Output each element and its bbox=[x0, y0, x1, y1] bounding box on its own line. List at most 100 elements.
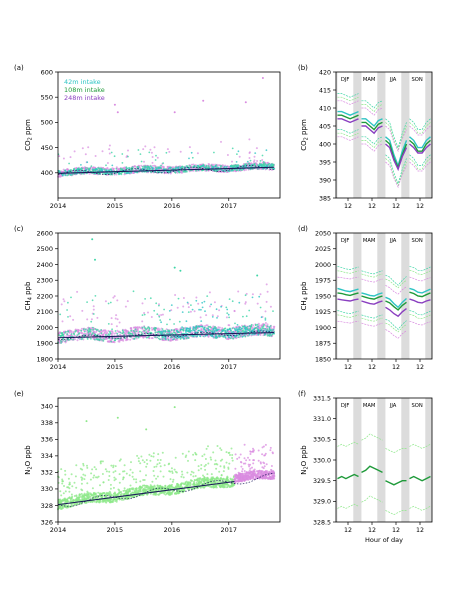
data-point bbox=[145, 465, 148, 468]
data-point bbox=[92, 308, 95, 311]
data-point bbox=[190, 151, 193, 154]
data-point bbox=[219, 166, 222, 169]
data-point bbox=[259, 334, 262, 336]
data-point bbox=[166, 332, 168, 335]
data-point bbox=[215, 308, 218, 311]
data-point bbox=[149, 459, 152, 462]
data-point bbox=[145, 459, 148, 461]
data-point bbox=[64, 174, 67, 177]
data-point bbox=[60, 494, 63, 497]
data-point bbox=[159, 330, 162, 333]
y-tick-label: 2025 bbox=[315, 246, 331, 253]
data-point bbox=[144, 145, 147, 148]
data-point bbox=[201, 301, 204, 304]
data-point bbox=[185, 320, 188, 323]
data-point bbox=[197, 481, 200, 484]
data-point bbox=[259, 293, 262, 296]
panel-label: (e) bbox=[14, 390, 24, 398]
data-point bbox=[179, 269, 182, 272]
series-line bbox=[361, 118, 383, 128]
data-point bbox=[192, 471, 195, 474]
data-point bbox=[268, 162, 271, 165]
data-point bbox=[81, 168, 84, 170]
data-point bbox=[201, 477, 204, 480]
data-point bbox=[190, 479, 193, 482]
data-point bbox=[148, 332, 151, 335]
data-point bbox=[181, 311, 184, 313]
data-point bbox=[108, 152, 111, 155]
data-point bbox=[155, 302, 158, 305]
data-point bbox=[248, 330, 251, 333]
data-point bbox=[130, 172, 133, 174]
data-point bbox=[253, 164, 256, 166]
data-point bbox=[160, 321, 163, 324]
data-point bbox=[66, 486, 69, 489]
data-point bbox=[80, 164, 82, 166]
band-upper bbox=[337, 93, 359, 98]
band-lower bbox=[361, 143, 383, 152]
data-point bbox=[218, 470, 221, 473]
data-point bbox=[256, 160, 259, 162]
data-point bbox=[258, 295, 261, 298]
data-point bbox=[180, 328, 183, 331]
data-point bbox=[129, 484, 132, 487]
data-point bbox=[65, 506, 68, 509]
data-point bbox=[248, 333, 251, 336]
data-point bbox=[226, 476, 229, 479]
data-point bbox=[205, 169, 208, 172]
data-point bbox=[131, 475, 134, 478]
data-point bbox=[163, 308, 166, 311]
data-point bbox=[186, 327, 189, 330]
data-point bbox=[174, 456, 177, 459]
night-shade bbox=[353, 233, 360, 359]
data-point bbox=[251, 296, 254, 299]
data-point bbox=[187, 329, 190, 332]
data-point bbox=[92, 476, 95, 479]
data-point bbox=[153, 493, 156, 496]
data-point bbox=[220, 305, 223, 308]
data-point bbox=[143, 479, 146, 481]
data-point bbox=[229, 454, 231, 456]
season-label: MAM bbox=[363, 238, 376, 244]
data-point bbox=[64, 490, 67, 493]
data-point bbox=[173, 266, 176, 269]
y-tick-label: 395 bbox=[319, 159, 331, 166]
data-point bbox=[66, 309, 68, 311]
data-point bbox=[115, 314, 118, 317]
data-point bbox=[78, 333, 80, 335]
data-point bbox=[94, 258, 96, 261]
data-point bbox=[201, 164, 204, 167]
data-point bbox=[266, 328, 269, 331]
data-point bbox=[231, 327, 234, 329]
data-point bbox=[201, 455, 204, 458]
data-point bbox=[179, 338, 182, 340]
data-point bbox=[270, 163, 272, 166]
data-point bbox=[79, 467, 82, 470]
data-point bbox=[171, 472, 174, 474]
data-point bbox=[170, 304, 173, 306]
y-tick-label: 410 bbox=[319, 105, 331, 112]
data-point bbox=[172, 478, 175, 481]
data-point bbox=[237, 290, 240, 293]
data-point bbox=[118, 459, 121, 462]
data-point bbox=[123, 487, 126, 490]
data-point bbox=[94, 331, 97, 334]
data-point bbox=[175, 167, 178, 170]
data-point bbox=[173, 171, 176, 173]
data-point bbox=[219, 465, 222, 468]
data-point bbox=[76, 290, 79, 293]
data-point bbox=[59, 171, 61, 174]
data-point bbox=[182, 328, 185, 331]
data-point bbox=[156, 459, 159, 461]
data-point bbox=[256, 164, 259, 167]
data-point bbox=[68, 496, 71, 499]
data-point bbox=[237, 330, 239, 333]
data-point bbox=[200, 327, 203, 330]
data-point bbox=[116, 318, 119, 321]
data-point bbox=[181, 473, 184, 476]
data-point bbox=[93, 338, 96, 341]
data-point bbox=[66, 168, 69, 171]
panel-label: (a) bbox=[14, 64, 24, 72]
data-point bbox=[213, 151, 215, 154]
